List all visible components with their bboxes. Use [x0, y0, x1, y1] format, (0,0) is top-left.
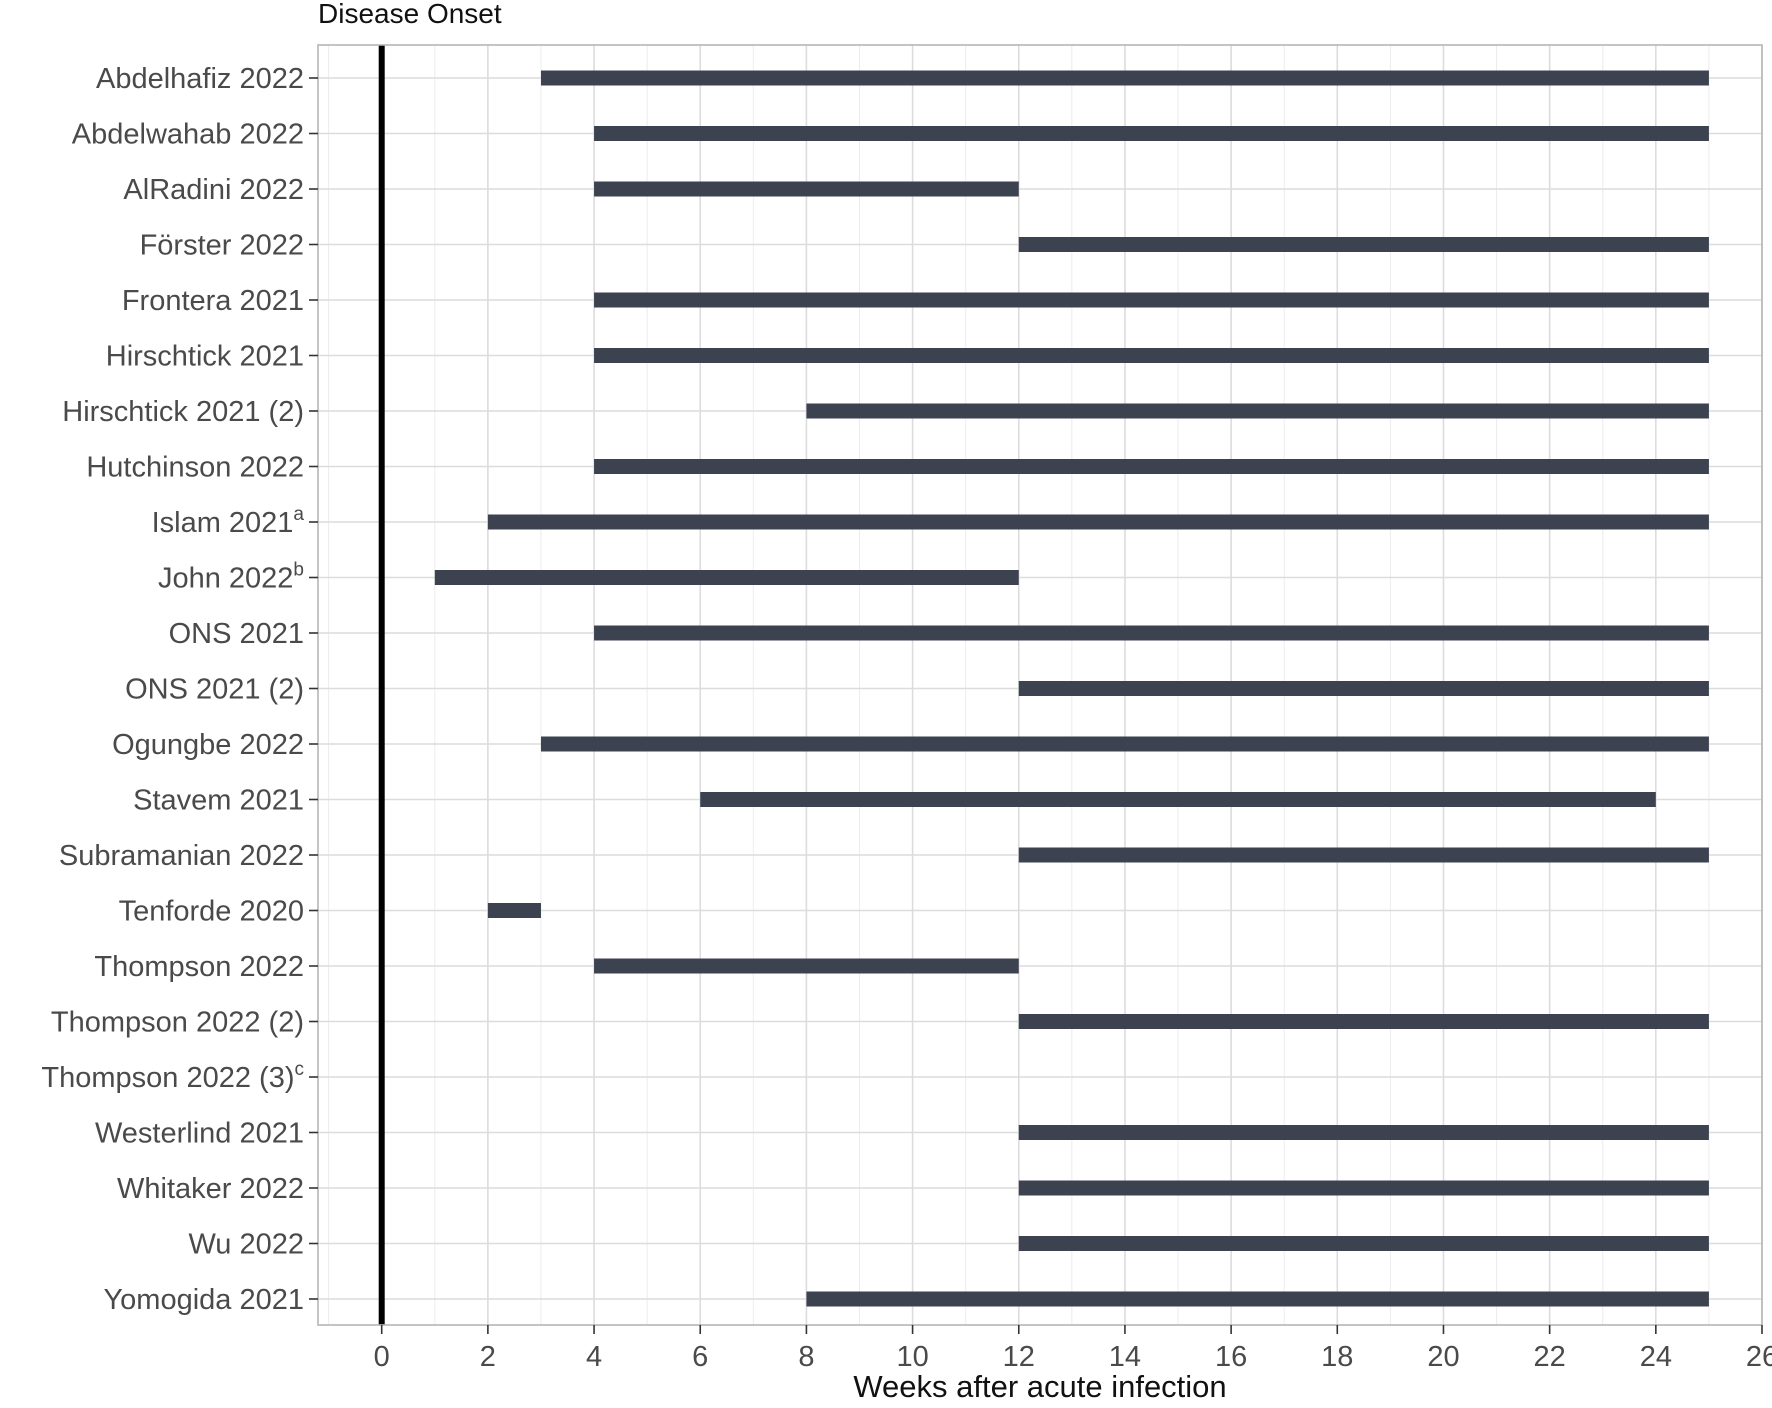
range-bar: [487, 903, 541, 918]
range-bar: [594, 348, 1709, 363]
y-axis-labels: Abdelhafiz 2022 Abdelwahab 2022 AlRadini 2…: [41, 63, 304, 1316]
bar-layer: [434, 70, 1709, 1307]
study-label: AlRadini 2022: [123, 174, 304, 206]
study-label: Ogungbe 2022: [112, 729, 304, 761]
study-label: Hirschtick 2021: [106, 341, 304, 373]
range-bar: [594, 958, 1019, 974]
study-label: Stavem 2021: [133, 785, 304, 817]
x-tick-label: 6: [692, 1341, 708, 1373]
study-label: Thompson 2022: [94, 951, 304, 983]
x-tick-label: 8: [798, 1341, 814, 1373]
range-bar: [540, 70, 1709, 86]
disease-onset-annotation: Disease Onset: [318, 0, 502, 29]
x-tick-label: 4: [586, 1341, 602, 1373]
study-label: Subramanian 2022: [59, 840, 304, 872]
x-tick-label: 20: [1427, 1341, 1459, 1373]
x-axis-title: Weeks after acute infection: [853, 1369, 1226, 1403]
x-axis-ticks: [380, 1325, 1763, 1334]
x-tick-label: 14: [1109, 1341, 1141, 1373]
range-bar: [1018, 1180, 1709, 1196]
range-bar: [434, 570, 1019, 585]
study-label: ONS 2021 (2): [125, 674, 304, 706]
range-bar: [594, 126, 1709, 141]
x-tick-label: 16: [1215, 1341, 1247, 1373]
study-label: Förster 2022: [140, 230, 304, 262]
range-bar: [487, 514, 1709, 530]
range-bar: [806, 1291, 1709, 1307]
x-axis-labels: 0 2 4 6 8 10 12 14 16 18 20 22 24 26: [374, 1341, 1772, 1373]
study-label: Whitaker 2022: [117, 1173, 304, 1205]
study-label-superscript: b: [293, 560, 304, 581]
range-bar: [1018, 1236, 1709, 1251]
range-bar: [1018, 681, 1709, 696]
x-tick-label: 2: [480, 1341, 496, 1373]
range-bar: [594, 459, 1709, 474]
range-bar: [1018, 237, 1709, 252]
x-tick-label: 24: [1640, 1341, 1672, 1373]
x-tick-label: 26: [1746, 1341, 1772, 1373]
x-tick-label: 10: [896, 1341, 928, 1373]
x-tick-label: 22: [1534, 1341, 1566, 1373]
study-label-superscript: c: [295, 1059, 305, 1080]
study-label: Hutchinson 2022: [86, 452, 304, 484]
x-tick-label: 0: [374, 1341, 390, 1373]
study-label: Abdelhafiz 2022: [96, 63, 304, 95]
study-label-superscript: a: [293, 504, 304, 525]
study-label: Abdelwahab 2022: [72, 119, 304, 151]
study-label: Westerlind 2021: [95, 1118, 304, 1150]
study-label: Hirschtick 2021 (2): [62, 396, 304, 428]
study-label: Tenforde 2020: [119, 896, 304, 928]
study-label: John 2022b: [158, 560, 304, 595]
range-bar: [540, 736, 1709, 752]
x-tick-label: 12: [1003, 1341, 1035, 1373]
x-tick-label: 18: [1321, 1341, 1353, 1373]
panel-border: [317, 44, 1763, 1326]
range-bar: [594, 292, 1709, 308]
range-bar: [1018, 1125, 1709, 1140]
range-bar: [594, 181, 1019, 197]
study-label: Thompson 2022 (3)c: [41, 1059, 304, 1094]
study-label: Islam 2021a: [152, 504, 305, 539]
range-bar: [594, 625, 1709, 641]
range-bar: [700, 792, 1656, 807]
study-label: Yomogida 2021: [104, 1284, 305, 1316]
range-bar: [806, 403, 1709, 419]
range-bar: [1018, 847, 1709, 863]
range-bar: [1018, 1014, 1709, 1029]
study-label: Frontera 2021: [122, 285, 304, 317]
study-label: Thompson 2022 (2): [51, 1007, 304, 1039]
study-label: Wu 2022: [188, 1229, 304, 1261]
study-label: ONS 2021: [169, 618, 304, 650]
y-axis-ticks: [309, 77, 318, 1300]
